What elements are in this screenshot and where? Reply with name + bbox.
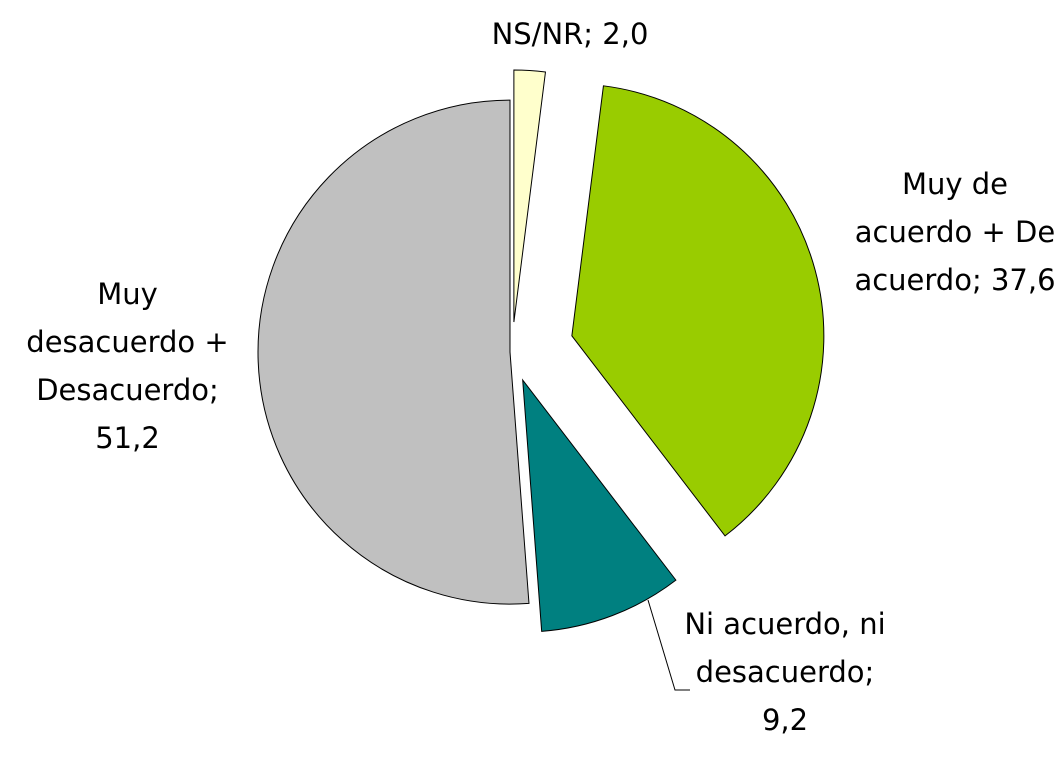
label-separator: ;: [864, 655, 875, 689]
value-label: 51,2: [95, 421, 160, 455]
pie-slice: [257, 99, 530, 605]
category-name: NS/NR: [491, 17, 584, 51]
pie-slice: [522, 378, 677, 632]
slice-label: NS/NR; 2,0: [450, 10, 690, 58]
category-name: Muy de acuerdo + De acuerdo: [854, 167, 1056, 297]
value-label: 2,0: [602, 17, 649, 51]
label-separator: ;: [209, 373, 219, 407]
pie-slice: [571, 85, 825, 537]
label-separator: ;: [583, 17, 603, 51]
slice-label: Ni acuerdo, ni desacuerdo; 9,2: [680, 600, 890, 744]
leader-line: [647, 599, 690, 691]
slice-label: Muy desacuerdo + Desacuerdo; 51,2: [10, 270, 245, 462]
category-name: Ni acuerdo, ni desacuerdo: [684, 607, 886, 689]
value-label: 9,2: [761, 703, 809, 737]
category-name: Muy desacuerdo + Desacuerdo: [26, 277, 229, 407]
slice-label: Muy de acuerdo + De acuerdo; 37,6: [850, 160, 1060, 304]
label-separator: ;: [971, 263, 991, 297]
pie-slice: [513, 69, 547, 323]
value-label: 37,6: [990, 263, 1056, 297]
